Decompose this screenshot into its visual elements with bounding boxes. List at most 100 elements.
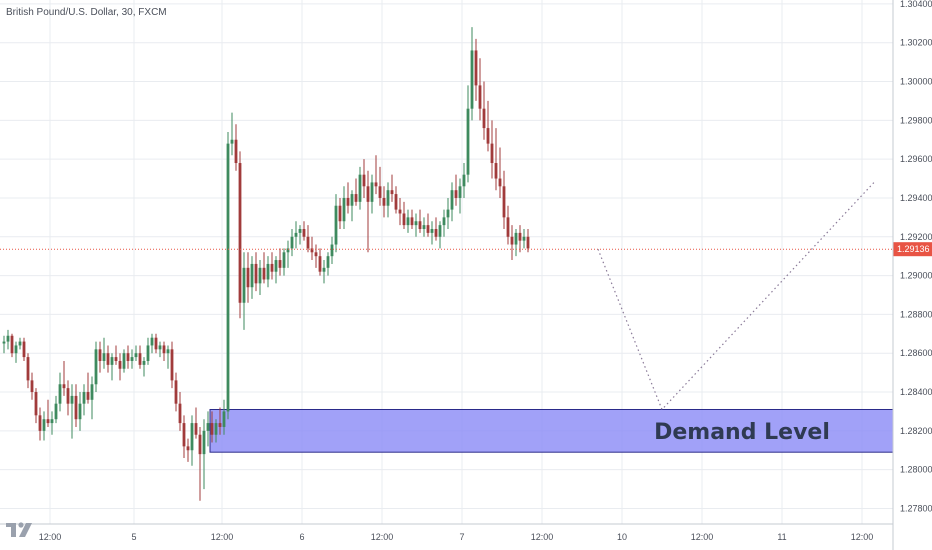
candle	[42, 411, 46, 441]
candle-body	[78, 403, 82, 420]
candle-body	[94, 349, 98, 385]
candle	[442, 209, 446, 237]
candle-body	[370, 182, 374, 202]
candle-body	[210, 423, 214, 435]
candle-body	[274, 260, 278, 272]
x-tick-label: 12:00	[211, 532, 234, 542]
candle	[338, 197, 342, 230]
y-tick-label: 1.28600	[900, 348, 932, 358]
candle	[406, 209, 410, 233]
candle	[250, 256, 254, 299]
candle-body	[138, 353, 142, 365]
candle-body	[454, 190, 458, 198]
candle-body	[490, 143, 494, 164]
y-tick-label: 1.28200	[900, 426, 932, 436]
last-price-label: 1.29136	[897, 244, 930, 254]
candle-body	[286, 248, 290, 253]
candle-body	[50, 419, 54, 424]
candle-body	[86, 392, 90, 400]
candle	[362, 159, 366, 198]
demand-zone-rect	[209, 408, 894, 453]
candle-body	[178, 403, 182, 424]
candle-body	[294, 232, 298, 237]
candle	[114, 345, 118, 365]
tradingview-logo-icon	[6, 522, 32, 537]
candle	[370, 174, 374, 214]
candle-body	[378, 186, 382, 198]
y-tick-label: 1.28400	[900, 387, 932, 397]
candle	[490, 120, 494, 179]
x-tick-label: 6	[299, 532, 304, 542]
candle-body	[518, 232, 522, 241]
candle	[302, 221, 306, 241]
candle-body	[74, 395, 78, 420]
candle-body	[374, 182, 378, 187]
y-tick-label: 1.29000	[900, 271, 932, 281]
candle-body	[346, 197, 350, 206]
candle	[474, 38, 478, 101]
candle	[446, 197, 450, 230]
candle	[30, 372, 34, 400]
candle	[122, 349, 126, 373]
candle-body	[422, 225, 426, 230]
candle-body	[158, 345, 162, 350]
candle-body	[466, 108, 470, 175]
candle-body	[394, 194, 398, 210]
candle-body	[230, 139, 234, 144]
candle-body	[258, 267, 262, 284]
y-tick-label: 1.29400	[900, 193, 932, 203]
candle-body	[98, 349, 102, 361]
candle-body	[522, 236, 526, 241]
candle-body	[262, 267, 266, 280]
x-tick-label: 12:00	[691, 532, 714, 542]
candle	[58, 372, 62, 412]
candle-body	[38, 415, 42, 431]
candle	[378, 166, 382, 206]
candle-body	[54, 403, 58, 420]
candle	[238, 151, 242, 319]
candle-body	[58, 384, 62, 404]
candle	[298, 225, 302, 245]
candle-body	[350, 194, 354, 206]
candle-body	[122, 353, 126, 369]
candle-body	[238, 163, 242, 303]
candle-body	[26, 357, 30, 381]
last-price-tag	[893, 242, 932, 257]
candle	[394, 186, 398, 214]
candle	[206, 411, 210, 447]
candle	[214, 419, 218, 443]
x-tick-label: 10	[617, 532, 627, 542]
candle	[282, 248, 286, 276]
candle-body	[510, 236, 514, 245]
candle	[434, 217, 438, 241]
candle	[402, 201, 406, 230]
candle-body	[526, 236, 530, 249]
candle-body	[438, 225, 442, 237]
candle	[466, 85, 470, 183]
candle	[462, 163, 466, 198]
candle	[130, 349, 134, 369]
candle	[482, 81, 486, 140]
candle	[294, 221, 298, 249]
candle-body	[82, 392, 86, 404]
candle	[498, 147, 502, 198]
candle	[506, 205, 510, 245]
candle-body	[498, 178, 502, 187]
candle-body	[282, 252, 286, 268]
candle-body	[170, 349, 174, 381]
candle-body	[150, 337, 154, 346]
candle	[178, 392, 182, 431]
candle-body	[314, 252, 318, 257]
candle	[274, 256, 278, 284]
candle-body	[406, 217, 410, 226]
candle-body	[222, 411, 226, 427]
candle-body	[366, 186, 370, 202]
candle	[54, 395, 58, 424]
candle-body	[430, 229, 434, 233]
candle	[486, 100, 490, 152]
candle-body	[154, 337, 158, 350]
demand-zone[interactable]: Demand Level	[209, 408, 894, 453]
candle	[318, 248, 322, 276]
